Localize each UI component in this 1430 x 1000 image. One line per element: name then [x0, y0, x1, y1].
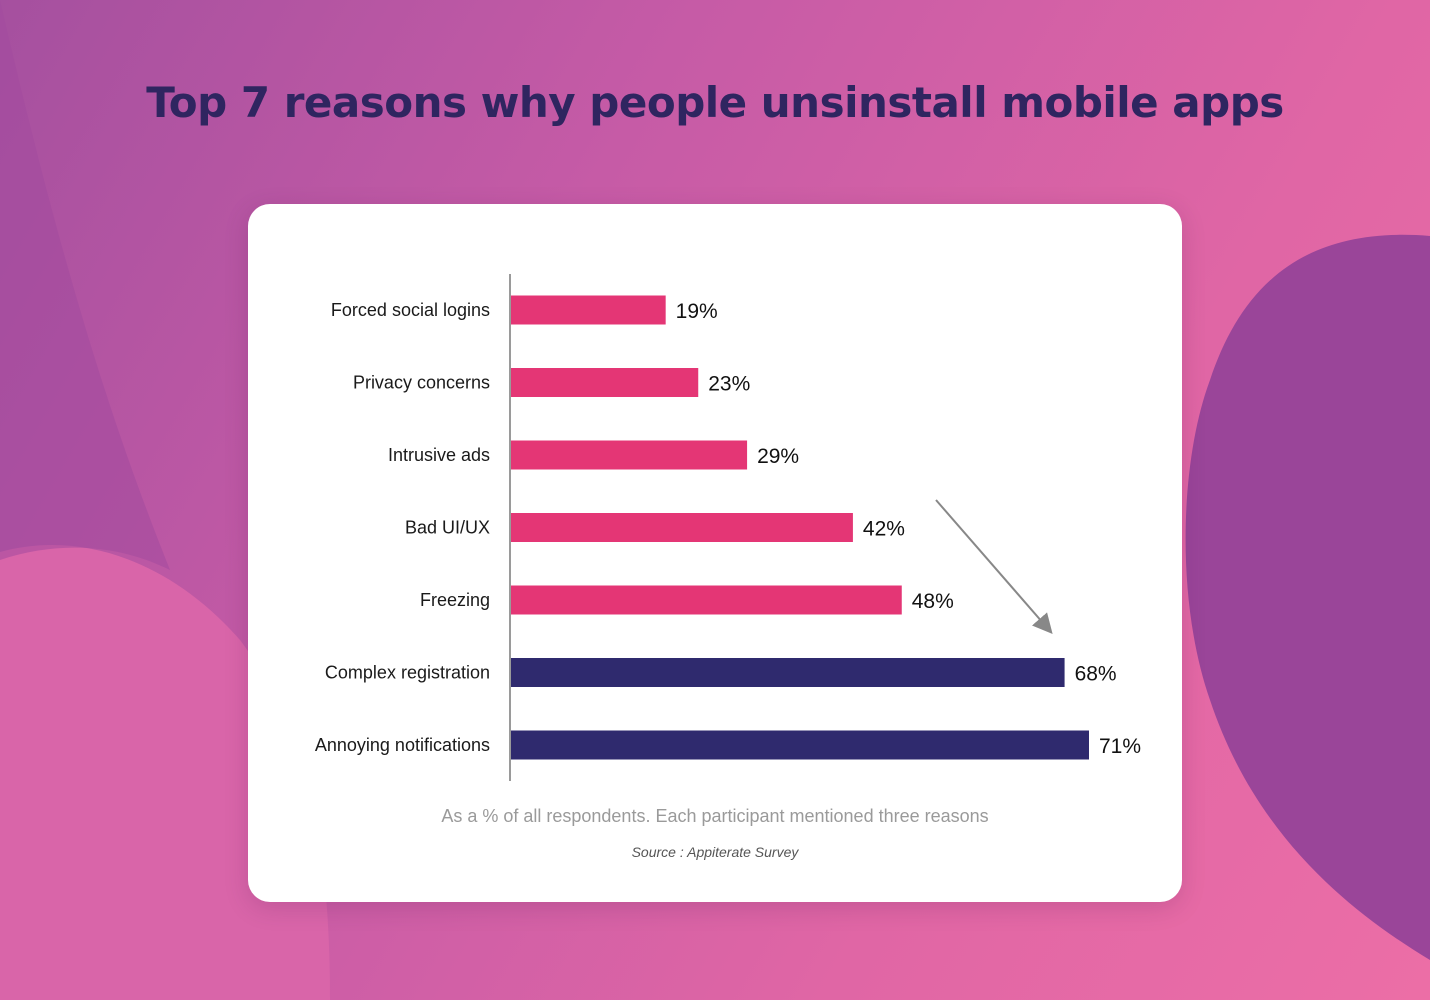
category-label: Forced social logins [331, 300, 490, 320]
category-label: Freezing [420, 590, 490, 610]
category-label: Bad UI/UX [405, 518, 490, 538]
bar-3 [511, 513, 853, 542]
trend-arrow [935, 499, 1053, 635]
footnote: As a % of all respondents. Each particip… [441, 806, 989, 826]
value-label: 42% [863, 518, 905, 541]
value-label: 68% [1075, 663, 1117, 686]
chart-card: Forced social logins 19% Privacy concerns 2… [248, 204, 1182, 902]
category-label: Intrusive ads [388, 445, 490, 465]
value-label: 29% [757, 445, 799, 468]
bar-1 [511, 368, 699, 397]
bar-4 [511, 585, 902, 615]
chart-title: Top 7 reasons why people unsinstall mobi… [146, 78, 1284, 127]
value-label: 23% [708, 373, 750, 396]
category-label: Privacy concerns [353, 373, 490, 393]
bar-6 [511, 730, 1089, 760]
value-label: 71% [1099, 735, 1141, 758]
value-label: 19% [676, 300, 718, 323]
bar-0 [511, 295, 666, 325]
source-note: Source : Appiterate Survey [631, 844, 799, 860]
category-label: Complex registration [325, 663, 490, 683]
category-label: Annoying notifications [315, 735, 490, 755]
bar-2 [511, 440, 748, 470]
value-label: 48% [912, 590, 954, 613]
bar-5 [511, 658, 1065, 687]
bar-chart: Forced social logins 19% Privacy concerns 2… [315, 274, 1141, 781]
